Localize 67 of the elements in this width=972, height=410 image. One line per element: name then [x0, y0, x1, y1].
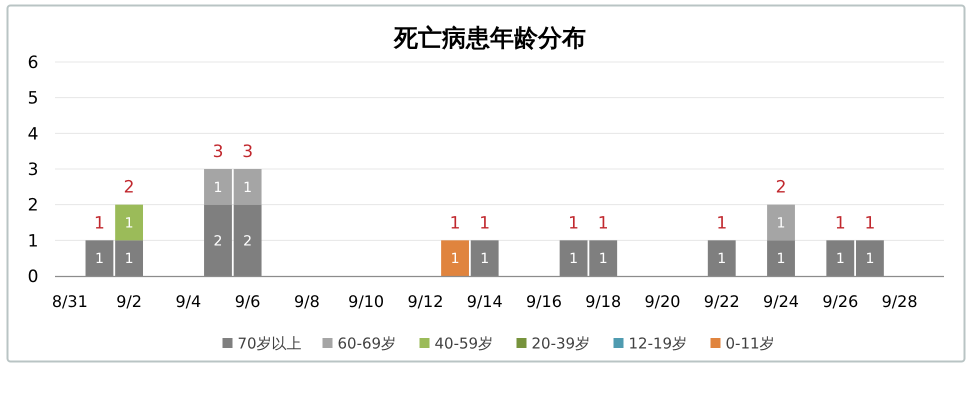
- data-label: 1: [214, 180, 222, 196]
- data-label: 1: [243, 180, 252, 196]
- x-tick-label: 9/24: [763, 292, 799, 311]
- legend-label: 20-39岁: [532, 334, 590, 352]
- total-label: 1: [450, 213, 460, 234]
- total-label: 3: [212, 142, 224, 162]
- total-label: 1: [864, 213, 876, 234]
- total-label: 1: [479, 213, 490, 234]
- total-label: 2: [776, 178, 786, 198]
- chart-title: 死亡病患年龄分布: [393, 24, 586, 52]
- x-tick-label: 9/22: [704, 292, 740, 311]
- x-tick-label: 9/28: [882, 292, 918, 311]
- data-label: 1: [598, 251, 608, 268]
- total-label: 1: [94, 213, 105, 234]
- x-tick-label: 8/31: [52, 292, 88, 311]
- x-tick-label: 9/12: [407, 292, 444, 311]
- data-label: 1: [776, 216, 786, 232]
- data-label: 1: [717, 251, 726, 268]
- y-tick-label: 0: [28, 266, 38, 287]
- bar: [589, 240, 618, 276]
- data-label: 2: [243, 233, 252, 250]
- total-label: 1: [716, 213, 728, 234]
- data-label: 1: [94, 251, 104, 268]
- x-tick-label: 9/6: [234, 292, 260, 311]
- bar: [826, 240, 854, 276]
- data-label: 1: [124, 251, 134, 268]
- data-label: 1: [480, 251, 490, 268]
- y-tick-label: 4: [28, 124, 38, 144]
- y-tick-label: 5: [28, 88, 38, 109]
- data-label: 1: [569, 251, 578, 268]
- data-label: 1: [836, 251, 845, 268]
- x-tick-label: 9/20: [644, 292, 680, 311]
- bar: [856, 240, 884, 276]
- legend-label: 70岁以上: [238, 334, 302, 352]
- x-tick-label: 9/18: [585, 292, 622, 311]
- x-tick-label: 9/10: [348, 292, 384, 311]
- bar: [560, 240, 588, 276]
- bar: [115, 204, 144, 240]
- data-label: 2: [214, 233, 222, 250]
- x-tick-label: 9/4: [175, 292, 202, 311]
- bar: [441, 240, 469, 276]
- total-label: 3: [242, 142, 254, 162]
- data-label: 1: [450, 251, 460, 268]
- total-label: 1: [598, 213, 609, 234]
- x-tick-label: 9/26: [822, 292, 858, 311]
- data-label: 1: [776, 251, 786, 268]
- x-tick-label: 9/16: [526, 292, 562, 311]
- bar: [767, 204, 795, 240]
- total-label: 2: [124, 178, 134, 198]
- y-tick-label: 6: [28, 52, 38, 73]
- bar: [470, 240, 499, 276]
- legend-label: 12-19岁: [628, 334, 688, 352]
- legend-label: 60-69岁: [338, 334, 396, 352]
- y-tick-label: 1: [28, 231, 38, 252]
- bar: [767, 240, 795, 276]
- y-tick-label: 2: [28, 196, 38, 216]
- bar: [708, 240, 736, 276]
- x-tick-label: 9/8: [294, 292, 320, 311]
- data-label: 1: [865, 251, 874, 268]
- x-tick-label: 9/14: [466, 292, 503, 311]
- legend-label: 40-59岁: [434, 334, 494, 352]
- data-label: 1: [124, 216, 134, 232]
- total-label: 1: [834, 213, 846, 234]
- total-label: 1: [568, 213, 579, 234]
- y-tick-label: 3: [28, 160, 38, 180]
- legend-label: 0-11岁: [726, 334, 775, 352]
- x-tick-label: 9/2: [116, 292, 142, 311]
